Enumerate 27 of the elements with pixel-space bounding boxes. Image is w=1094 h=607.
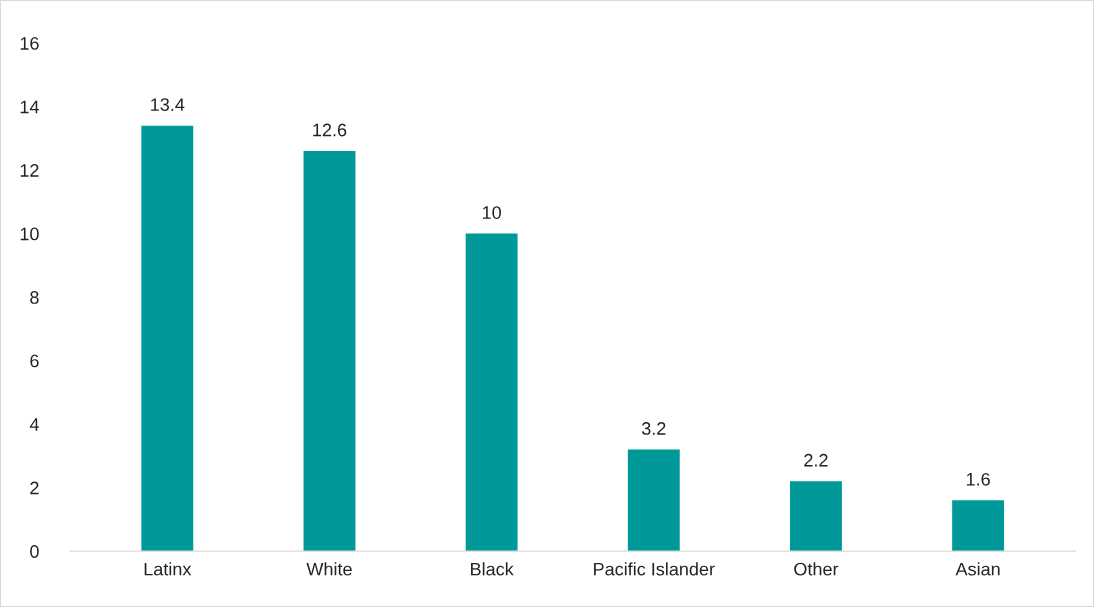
bar <box>627 449 680 552</box>
data-label: 12.6 <box>313 123 347 137</box>
bar <box>141 125 194 552</box>
y-tick-label: 12 <box>20 164 39 177</box>
y-tick-label: 14 <box>20 100 39 114</box>
y-tick-label: 8 <box>30 291 39 304</box>
x-tick-label: Asian <box>955 562 1000 576</box>
data-label: 2.2 <box>804 453 828 467</box>
bar <box>790 481 842 552</box>
data-label: 13.4 <box>151 98 185 111</box>
y-tick-label: 4 <box>29 418 39 431</box>
x-tick-label: White <box>306 562 352 576</box>
data-label: 3.2 <box>641 422 666 435</box>
x-tick-label: Black <box>471 562 514 576</box>
bar <box>952 500 1005 552</box>
x-tick-label: Other <box>794 562 839 576</box>
y-tick-label: 10 <box>20 227 39 241</box>
data-label: 10 <box>482 206 501 219</box>
bar <box>465 233 518 552</box>
y-tick-label: 2 <box>30 481 39 495</box>
x-tick-label: Pacific Islander <box>594 562 715 576</box>
x-tick-label: Latinx <box>144 562 192 576</box>
bar <box>303 151 356 552</box>
y-tick-label: 6 <box>30 354 39 368</box>
y-tick-label: 16 <box>20 37 39 50</box>
y-tick-label: 0 <box>30 545 39 558</box>
data-label: 1.6 <box>966 472 990 486</box>
